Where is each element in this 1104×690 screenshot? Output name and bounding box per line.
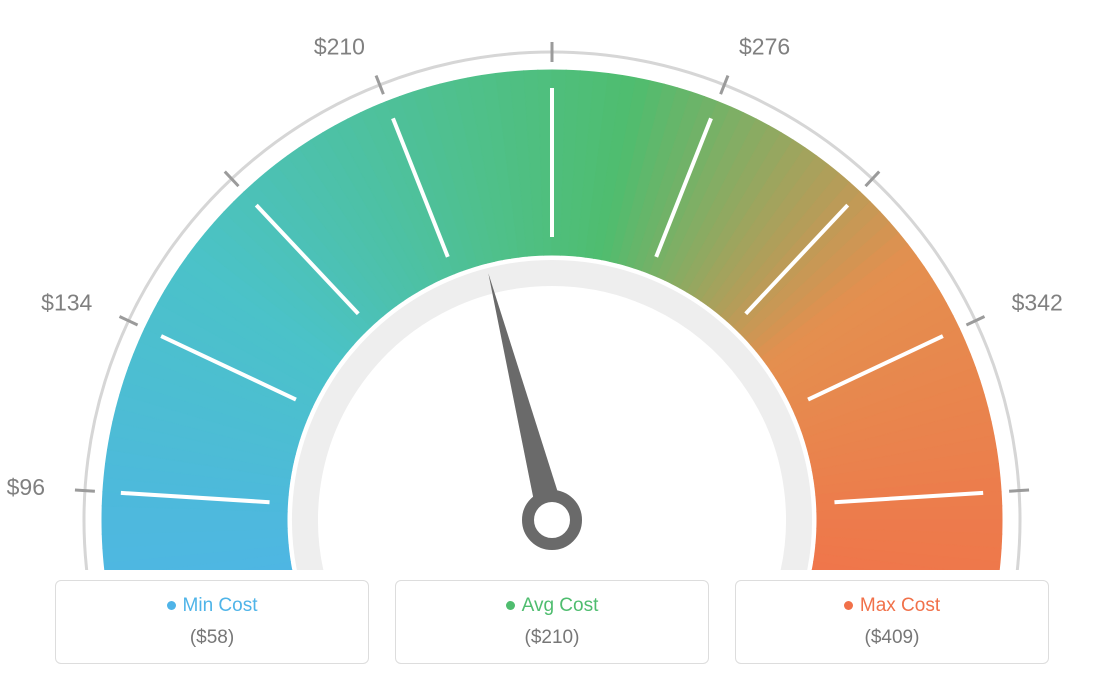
legend-dot-icon [167, 601, 176, 610]
legend-title: Max Cost [736, 595, 1048, 617]
legend-card-2: Max Cost ($409) [735, 580, 1049, 664]
tick-label: $342 [1012, 290, 1063, 316]
gauge-chart: $58$96$134$210$276$342$409 [0, 0, 1104, 570]
legend-title: Min Cost [56, 595, 368, 617]
legend-label: Min Cost [183, 595, 258, 616]
legend-value: ($409) [736, 627, 1048, 649]
legend-dot-icon [844, 601, 853, 610]
tick-label: $134 [41, 290, 92, 316]
legend-value: ($58) [56, 627, 368, 649]
legend-card-0: Min Cost ($58) [55, 580, 369, 664]
tick-label: $210 [314, 34, 365, 60]
tick-label: $276 [739, 34, 790, 60]
needle-hub [528, 496, 576, 544]
legend-label: Avg Cost [522, 595, 599, 616]
tick-label: $96 [7, 474, 45, 500]
legend-title: Avg Cost [396, 595, 708, 617]
tick-outer [1009, 490, 1029, 491]
tick-outer [75, 490, 95, 491]
legend-row: Min Cost ($58) Avg Cost ($210) Max Cost … [0, 580, 1104, 664]
legend-dot-icon [506, 601, 515, 610]
legend-card-1: Avg Cost ($210) [395, 580, 709, 664]
legend-label: Max Cost [860, 595, 940, 616]
legend-value: ($210) [396, 627, 708, 649]
